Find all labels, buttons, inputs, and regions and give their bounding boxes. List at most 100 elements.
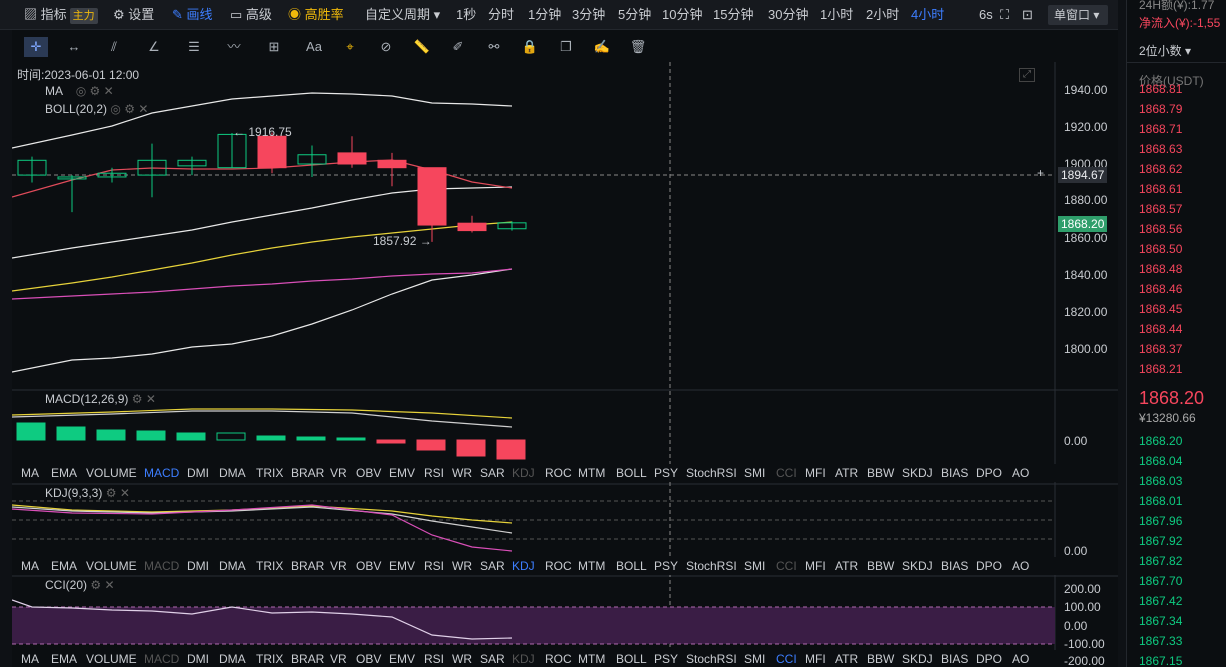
close-icon[interactable]: ✕ <box>145 392 156 406</box>
indicator-tab[interactable]: KDJ <box>512 559 535 573</box>
gear-icon[interactable]: ⚙ <box>90 578 102 592</box>
interval-tab[interactable]: 30分钟 <box>768 7 809 22</box>
gear-icon[interactable]: ⚙ <box>131 392 143 406</box>
indicator-tab[interactable]: PSY <box>654 652 679 666</box>
indicator-tab[interactable]: CCI <box>776 559 797 573</box>
indicator-tab[interactable]: BIAS <box>941 559 969 573</box>
interval-tab[interactable]: 5分钟 <box>618 7 652 22</box>
bid-price[interactable]: 1867.92 <box>1139 534 1183 548</box>
indicator-tab[interactable]: DMI <box>187 559 209 573</box>
indicator-tab[interactable]: BOLL <box>616 559 647 573</box>
interval-tab[interactable]: 10分钟 <box>662 7 703 22</box>
indicator-tab[interactable]: RSI <box>424 466 445 480</box>
indicator-tab[interactable]: BBW <box>867 466 895 480</box>
indicator-tab[interactable]: EMA <box>51 559 78 573</box>
kline-chart[interactable] <box>12 62 1118 667</box>
indicator-tab[interactable]: SKDJ <box>902 652 933 666</box>
bid-price[interactable]: 1867.82 <box>1139 554 1183 568</box>
indicator-tab[interactable]: EMV <box>389 559 416 573</box>
advanced-button[interactable]: ▭ 高级 <box>230 7 272 22</box>
indicator-tab[interactable]: DMI <box>187 652 209 666</box>
interval-tab[interactable]: 3分钟 <box>572 7 606 22</box>
ask-price[interactable]: 1868.79 <box>1139 102 1183 116</box>
interval-tab[interactable]: 1小时 <box>820 7 854 22</box>
indicator-tab[interactable]: TRIX <box>256 466 284 480</box>
indicator-tab[interactable]: MA <box>21 466 39 480</box>
ask-price[interactable]: 1868.50 <box>1139 242 1183 256</box>
indicator-tab[interactable]: MTM <box>578 652 606 666</box>
indicator-tab[interactable]: ROC <box>545 466 572 480</box>
indicator-tab[interactable]: BRAR <box>291 559 325 573</box>
indicator-tab[interactable]: VOLUME <box>86 466 137 480</box>
indicator-tab[interactable]: SMI <box>744 559 766 573</box>
indicator-tab[interactable]: MFI <box>805 652 826 666</box>
indicator-tab[interactable]: BIAS <box>941 466 969 480</box>
bid-price[interactable]: 1868.04 <box>1139 454 1183 468</box>
indicator-tab[interactable]: MTM <box>578 559 606 573</box>
interval-tab[interactable]: 1分钟 <box>528 7 562 22</box>
indicator-tab[interactable]: VOLUME <box>86 559 137 573</box>
ma-label[interactable]: MA ◎ ⚙ ✕ <box>45 84 114 98</box>
indicator-tab[interactable]: TRIX <box>256 652 284 666</box>
indicator-tab[interactable]: SAR <box>480 466 505 480</box>
indicator-tab[interactable]: SAR <box>480 559 505 573</box>
ask-price[interactable]: 1868.45 <box>1139 302 1183 316</box>
expand-icon[interactable]: ⤢ <box>1019 68 1035 82</box>
ask-price[interactable]: 1868.62 <box>1139 162 1183 176</box>
interval-tab[interactable]: 15分钟 <box>713 7 754 22</box>
indicator-tab[interactable]: VOLUME <box>86 652 137 666</box>
ask-price[interactable]: 1868.46 <box>1139 282 1183 296</box>
custom-period-select[interactable]: 自定义周期 ▾ <box>365 7 441 22</box>
indicator-tab[interactable]: VR <box>330 559 347 573</box>
indicator-tab[interactable]: EMA <box>51 466 78 480</box>
ask-price[interactable]: 1868.81 <box>1139 82 1183 96</box>
draw-button[interactable]: ✎ 画线 <box>172 7 213 22</box>
angle-icon[interactable]: ∠ <box>148 39 160 54</box>
brush-icon[interactable]: ✐ <box>452 39 464 54</box>
indicator-tab[interactable]: ATR <box>835 559 859 573</box>
macd-label[interactable]: MACD(12,26,9) ⚙ ✕ <box>45 392 156 406</box>
indicator-tab[interactable]: DPO <box>976 559 1003 573</box>
winrate-button[interactable]: ◉ 高胜率 <box>288 7 344 22</box>
interval-tab[interactable]: 4小时 <box>911 7 945 22</box>
bid-price[interactable]: 1867.34 <box>1139 614 1183 628</box>
ask-price[interactable]: 1868.37 <box>1139 342 1183 356</box>
indicator-tab[interactable]: BOLL <box>616 466 647 480</box>
indicator-tab[interactable]: WR <box>452 559 472 573</box>
gear-icon[interactable]: ⚙ <box>105 486 117 500</box>
ask-price[interactable]: 1868.48 <box>1139 262 1183 276</box>
close-icon[interactable]: ✕ <box>104 578 115 592</box>
bid-price[interactable]: 1868.01 <box>1139 494 1183 508</box>
indicator-tab[interactable]: MA <box>21 559 39 573</box>
indicator-tab[interactable]: DMA <box>219 652 246 666</box>
gear-icon[interactable]: ⚙ <box>89 84 101 98</box>
parallel-lines-icon[interactable]: ☰ <box>188 39 200 54</box>
indicator-tab[interactable]: DPO <box>976 652 1003 666</box>
indicator-button[interactable]: ▨ 指标 主力 <box>24 0 98 30</box>
trash-icon[interactable]: 🗑 <box>629 39 647 54</box>
screenshot-icon[interactable]: ⊡ <box>1022 7 1033 22</box>
ask-price[interactable]: 1868.21 <box>1139 362 1183 376</box>
indicator-tab[interactable]: SKDJ <box>902 466 933 480</box>
indicator-tab[interactable]: StochRSI <box>686 652 737 666</box>
indicator-tab[interactable]: WR <box>452 652 472 666</box>
indicator-tab[interactable]: SAR <box>480 652 505 666</box>
indicator-tab[interactable]: MTM <box>578 466 606 480</box>
kdj-label[interactable]: KDJ(9,3,3) ⚙ ✕ <box>45 486 130 500</box>
indicator-tab[interactable]: VR <box>330 652 347 666</box>
trend-line-icon[interactable]: ⫽ <box>111 39 117 54</box>
indicator-tab[interactable]: TRIX <box>256 559 284 573</box>
ask-price[interactable]: 1868.61 <box>1139 182 1183 196</box>
interval-tab[interactable]: 2小时 <box>866 7 900 22</box>
ask-price[interactable]: 1868.63 <box>1139 142 1183 156</box>
bid-price[interactable]: 1867.70 <box>1139 574 1183 588</box>
interval-tab[interactable]: 分时 <box>488 7 515 22</box>
indicator-tab[interactable]: PSY <box>654 466 679 480</box>
fullscreen-icon[interactable]: ⛶ <box>1000 7 1010 22</box>
magnet-icon[interactable]: ⌖ <box>346 39 354 54</box>
lock-icon[interactable]: 🔒 <box>521 39 539 54</box>
ask-price[interactable]: 1868.71 <box>1139 122 1183 136</box>
indicator-tab[interactable]: DMA <box>219 559 246 573</box>
indicator-tab[interactable]: CCI <box>776 652 797 666</box>
boll-label[interactable]: BOLL(20,2) ◎ ⚙ ✕ <box>45 102 149 116</box>
